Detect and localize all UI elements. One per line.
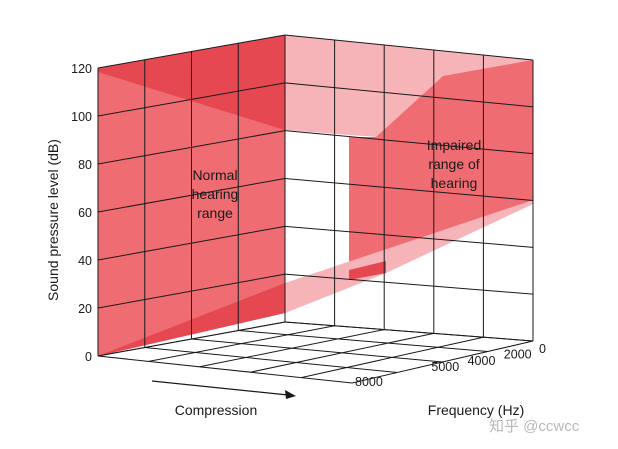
back-wall-gridline [284,82,534,108]
floor-gridline [351,340,534,384]
back-wall [285,35,533,313]
y-tick-label: 0 [85,350,92,364]
y-axis-ticks: 0 20 40 60 80 100 120 [71,62,92,364]
frequency-tick-label: 0 [539,342,546,356]
impaired-hearing-range-label: Impaired range of hearing [427,137,481,191]
watermark: 知乎 @ccwcc [489,418,580,435]
floor-gridline [199,329,385,368]
floor-gridline [250,332,434,373]
frequency-tick-label: 8000 [355,375,383,389]
floor-gridline [191,338,443,363]
back-wall-gridline [284,273,534,295]
frequency-axis-label: Frequency (Hz) [428,402,524,418]
compression-axis-label: Compression [175,402,257,418]
frequency-axis-ticks: 0 2000 4000 5000 8000 [355,342,546,389]
y-tick-label: 60 [78,206,92,220]
y-tick-label: 40 [78,254,92,268]
y-tick-label: 100 [71,110,92,124]
grid [97,34,534,384]
annotation-line: Impaired [427,137,481,153]
floor-gridline [238,330,488,352]
impaired-range-band [349,60,533,280]
floor-gridline [97,355,353,384]
frequency-tick-label: 2000 [504,347,532,361]
floor-gridline [284,321,534,342]
back-wall-gridline [284,130,534,155]
back-wall-lower-light-band [285,200,533,313]
y-tick-label: 20 [78,302,92,316]
floor-gridline [97,321,286,357]
annotation-line: hearing [431,175,478,191]
floor-gridline [144,347,398,373]
floor-gridline [301,336,484,379]
back-wall-gridline [284,34,534,61]
back-wall-gridline [284,178,534,201]
y-tick-label: 120 [71,62,92,76]
normal-hearing-range-label: Normal hearing range [192,167,239,221]
floor-gridline [148,325,335,362]
compression-arrow [151,380,296,399]
back-wall-upper-light-band [285,35,533,137]
y-axis-label: Sound pressure level (dB) [45,139,61,301]
impaired-range-dark-edge [349,261,386,280]
annotations: Normal hearing range Impaired range of hearin… [192,137,482,221]
annotation-line: hearing [192,186,239,202]
y-tick-label: 80 [78,158,92,172]
frequency-tick-label: 4000 [468,354,496,368]
annotation-line: Normal [192,167,237,183]
frequency-tick-label: 5000 [431,360,459,374]
back-wall-gridline [284,225,534,248]
annotation-line: range of [428,156,479,172]
annotation-line: range [197,205,233,221]
